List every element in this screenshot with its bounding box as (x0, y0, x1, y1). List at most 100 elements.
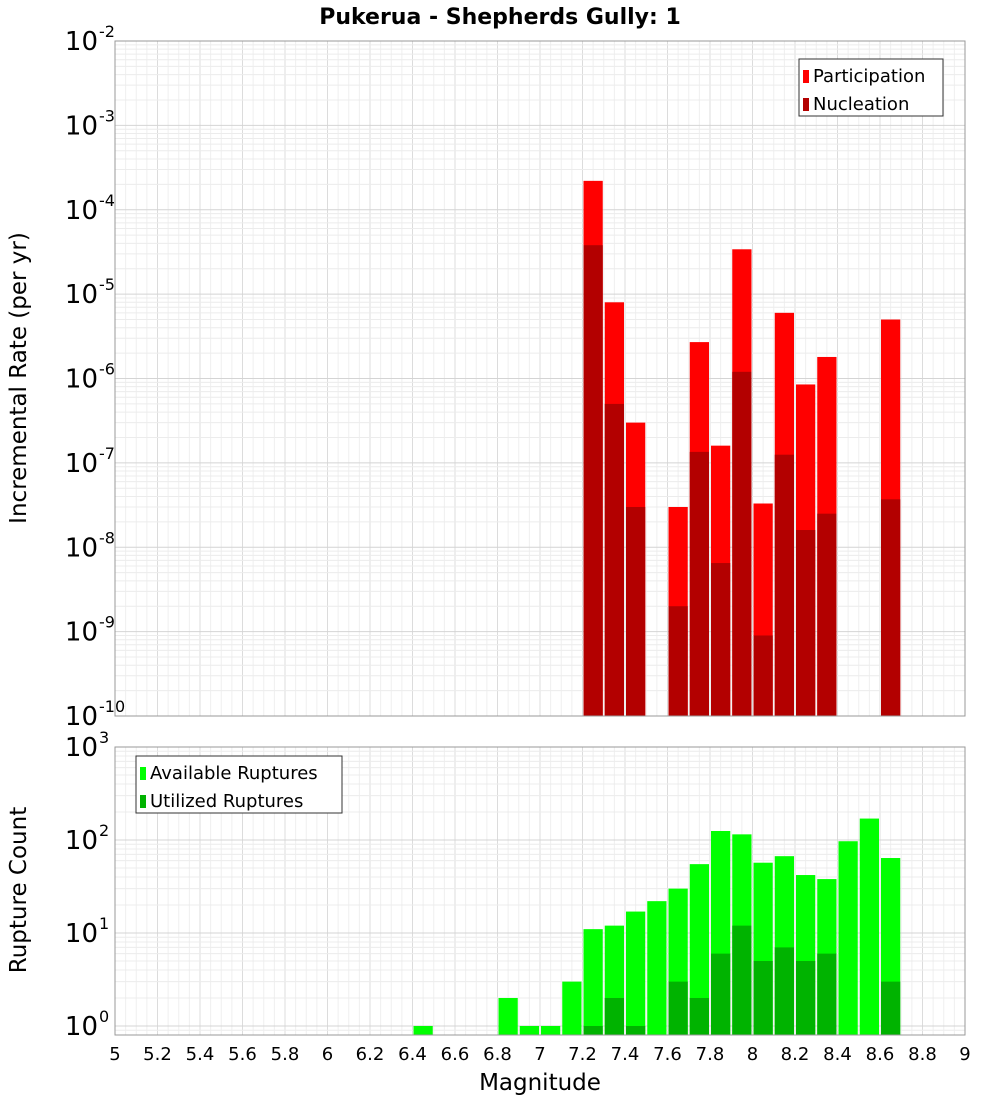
legend-label: Available Ruptures (150, 763, 318, 784)
legend-label: Nucleation (813, 94, 909, 115)
legend-swatch-available (140, 767, 146, 780)
bar-nucleation (626, 506, 646, 716)
y-tick-exponent: -9 (99, 613, 115, 632)
bar-utilized (711, 953, 731, 1035)
x-tick-label: 8.6 (866, 1044, 895, 1065)
x-axis-label: Magnitude (479, 1070, 601, 1096)
bar-available (498, 997, 518, 1035)
x-tick-label: 5 (109, 1044, 120, 1065)
plot-frame (114, 40, 966, 717)
y-tick-exponent: -8 (99, 528, 115, 547)
y-tick-exponent: -4 (99, 191, 115, 210)
y-tick-exponent: -5 (99, 275, 115, 294)
bar-nucleation (817, 513, 837, 716)
bar-utilized (583, 1025, 603, 1035)
bar-utilized (817, 953, 837, 1035)
x-tick-label: 5.2 (143, 1044, 172, 1065)
y-tick-label: 10 (65, 365, 98, 395)
y-tick-exponent: 1 (99, 914, 109, 933)
bar-utilized (626, 1025, 646, 1035)
bar-nucleation (583, 245, 603, 717)
bar-available (689, 864, 709, 1035)
y-tick-exponent: -10 (99, 697, 125, 716)
bar-available (541, 1025, 561, 1035)
y-tick-label: 10 (65, 449, 98, 479)
y-axis-label: Rupture Count (6, 807, 32, 973)
y-tick-exponent: -3 (99, 106, 115, 125)
bar-nucleation (881, 499, 901, 716)
y-tick-label: 10 (65, 618, 98, 648)
x-tick-label: 7.4 (611, 1044, 640, 1065)
bar-utilized (604, 997, 624, 1035)
bar-nucleation (796, 530, 816, 716)
bar-available (626, 911, 646, 1035)
y-tick-exponent: 0 (99, 1007, 109, 1026)
bar-utilized (668, 981, 688, 1035)
y-tick-label: 10 (65, 733, 98, 763)
y-tick-exponent: -2 (99, 22, 115, 41)
x-tick-label: 6.6 (441, 1044, 470, 1065)
bar-nucleation (711, 563, 731, 716)
x-tick-label: 7 (534, 1044, 545, 1065)
x-tick-label: 8.2 (781, 1044, 810, 1065)
y-tick-label: 10 (65, 919, 98, 949)
x-tick-label: 8.8 (908, 1044, 937, 1065)
y-tick-exponent: -7 (99, 444, 115, 463)
bar-available (519, 1025, 539, 1035)
y-tick-label: 10 (65, 280, 98, 310)
x-tick-label: 5.8 (271, 1044, 300, 1065)
y-tick-label: 10 (65, 27, 98, 57)
x-tick-label: 6.4 (398, 1044, 427, 1065)
y-axis-label: Incremental Rate (per yr) (6, 232, 32, 524)
bar-utilized (689, 997, 709, 1035)
bar-utilized (753, 960, 773, 1035)
x-tick-label: 6 (322, 1044, 333, 1065)
bar-utilized (881, 981, 901, 1035)
bar-utilized (732, 925, 752, 1035)
bar-nucleation (753, 635, 773, 716)
legend-swatch-utilized (140, 795, 146, 808)
legend: Participation Nucleation (798, 58, 944, 117)
chart-title: Pukerua - Shepherds Gully: 1 (319, 5, 681, 30)
x-tick-label: 5.4 (186, 1044, 215, 1065)
x-tick-label: 9 (959, 1044, 970, 1065)
bar-nucleation (689, 451, 709, 716)
y-tick-exponent: -6 (99, 360, 115, 379)
y-tick-label: 10 (65, 196, 98, 226)
bar-available (838, 841, 858, 1035)
x-tick-label: 6.2 (356, 1044, 385, 1065)
legend-label: Participation (813, 66, 925, 87)
x-tick-label: 7.8 (696, 1044, 725, 1065)
bar-utilized (774, 947, 794, 1035)
legend-box (135, 755, 343, 814)
bar-nucleation (604, 403, 624, 716)
x-tick-label: 8 (747, 1044, 758, 1065)
y-tick-label: 10 (65, 533, 98, 563)
plot-frame (114, 746, 966, 1036)
x-tick-label: 7.2 (568, 1044, 597, 1065)
bar-nucleation (774, 454, 794, 716)
bar-nucleation (732, 371, 752, 716)
x-tick-label: 6.8 (483, 1044, 512, 1065)
legend-swatch-participation (803, 70, 809, 83)
y-tick-label: 10 (65, 826, 98, 856)
bar-available (859, 818, 879, 1035)
bar-available (647, 901, 667, 1035)
x-tick-label: 7.6 (653, 1044, 682, 1065)
legend-box (798, 58, 944, 117)
bar-nucleation (668, 606, 688, 716)
bar-available (583, 929, 603, 1035)
bar-utilized (796, 960, 816, 1035)
bar-available (413, 1025, 433, 1035)
y-tick-exponent: 3 (99, 728, 109, 747)
bar-available (562, 981, 582, 1035)
y-tick-label: 10 (65, 702, 98, 732)
legend: Available Ruptures Utilized Ruptures (135, 755, 343, 814)
y-tick-label: 10 (65, 1012, 98, 1042)
y-tick-label: 10 (65, 111, 98, 141)
x-tick-label: 5.6 (228, 1044, 257, 1065)
y-tick-exponent: 2 (99, 821, 109, 840)
